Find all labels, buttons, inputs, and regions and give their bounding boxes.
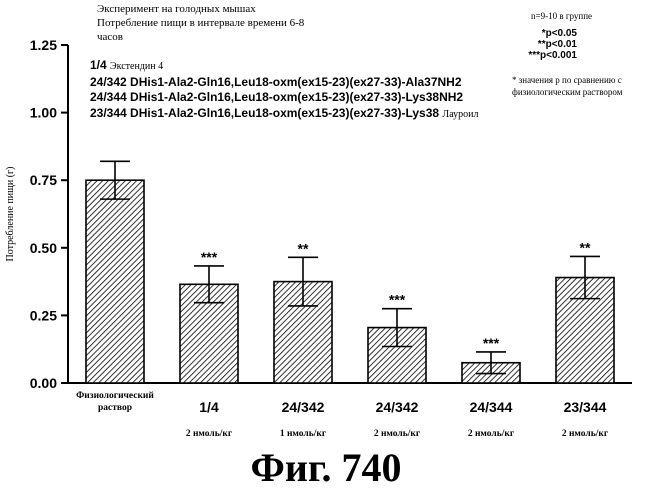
experiment-title-line-3: часов [97, 30, 304, 44]
comparison-note: * значения р по сравнению с физиологичес… [512, 74, 622, 98]
dose-label: 2 нмоль/кг [374, 429, 421, 439]
compound-legend: 1/4 Экстендин 4 24/342 DHis1-Ala2-Gln16,… [90, 58, 478, 122]
dose-label: 2 нмоль/кг [186, 429, 233, 439]
legend-item-text: DHis1-Ala2-Gln16,Leu18-oxm(ex15-23)(ex27… [130, 75, 461, 89]
y-tick-label: 0.50 [30, 240, 57, 256]
y-tick-label: 0.75 [30, 172, 57, 188]
bar [86, 180, 144, 383]
y-tick-label: 1.25 [30, 37, 57, 53]
legend-item-id: 24/342 [90, 75, 127, 89]
legend-item-suffix: Лауроил [442, 109, 478, 120]
significance-label: *** [389, 292, 406, 308]
dose-label: 2 нмоль/кг [562, 429, 609, 439]
group-size-note: n=9-10 в группе [531, 10, 592, 22]
x-tick-label: 24/344 [470, 399, 513, 415]
x-tick-label: раствор [98, 403, 132, 413]
legend-item-id: 1/4 [90, 58, 107, 72]
experiment-title-line-2: Потребление пищи в интервале времени 6-8 [97, 16, 304, 30]
legend-item-text: Экстендин 4 [110, 61, 163, 72]
legend-item-id: 24/344 [90, 90, 127, 104]
x-tick-label: 1/4 [199, 399, 219, 415]
legend-item: 24/342 DHis1-Ala2-Gln16,Leu18-oxm(ex15-2… [90, 75, 478, 91]
figure-label: Фиг. 740 [0, 444, 652, 491]
y-tick-label: 0.00 [30, 375, 57, 391]
dose-label: 2 нмоль/кг [468, 429, 515, 439]
legend-item-text: DHis1-Ala2-Gln16,Leu18-oxm(ex15-23)(ex27… [130, 106, 439, 120]
x-tick-label: 23/344 [564, 399, 607, 415]
y-axis-title: Потребление пищи (г) [5, 167, 16, 262]
significance-label: ** [580, 239, 591, 255]
legend-item-id: 23/344 [90, 106, 127, 120]
experiment-title: Эксперимент на голодных мышах Потреблени… [97, 2, 304, 44]
p-level-2: **p<0.01 [528, 39, 577, 50]
p-value-legend: *p<0.05 **p<0.01 ***p<0.001 [528, 28, 577, 61]
x-tick-label: 24/342 [376, 399, 419, 415]
legend-item: 23/344 DHis1-Ala2-Gln16,Leu18-oxm(ex15-2… [90, 106, 478, 123]
dose-label: 1 нмоль/кг [280, 429, 327, 439]
significance-label: *** [483, 335, 500, 351]
comparison-note-line-1: * значения р по сравнению с [512, 74, 622, 86]
p-level-3: ***p<0.001 [528, 50, 577, 61]
significance-label: ** [298, 240, 309, 256]
legend-item: 24/344 DHis1-Ala2-Gln16,Leu18-oxm(ex15-2… [90, 90, 478, 106]
y-tick-label: 1.00 [30, 105, 57, 121]
comparison-note-line-2: физиологическим раствором [512, 86, 622, 98]
legend-item-text: DHis1-Ala2-Gln16,Leu18-oxm(ex15-23)(ex27… [130, 90, 463, 104]
experiment-title-line-1: Эксперимент на голодных мышах [97, 2, 304, 16]
legend-item: 1/4 Экстендин 4 [90, 58, 478, 75]
y-tick-label: 0.25 [30, 307, 57, 323]
x-tick-label: 24/342 [282, 399, 325, 415]
significance-label: *** [201, 249, 218, 265]
x-tick-label: Физиологический [76, 390, 154, 401]
p-level-1: *p<0.05 [528, 28, 577, 39]
